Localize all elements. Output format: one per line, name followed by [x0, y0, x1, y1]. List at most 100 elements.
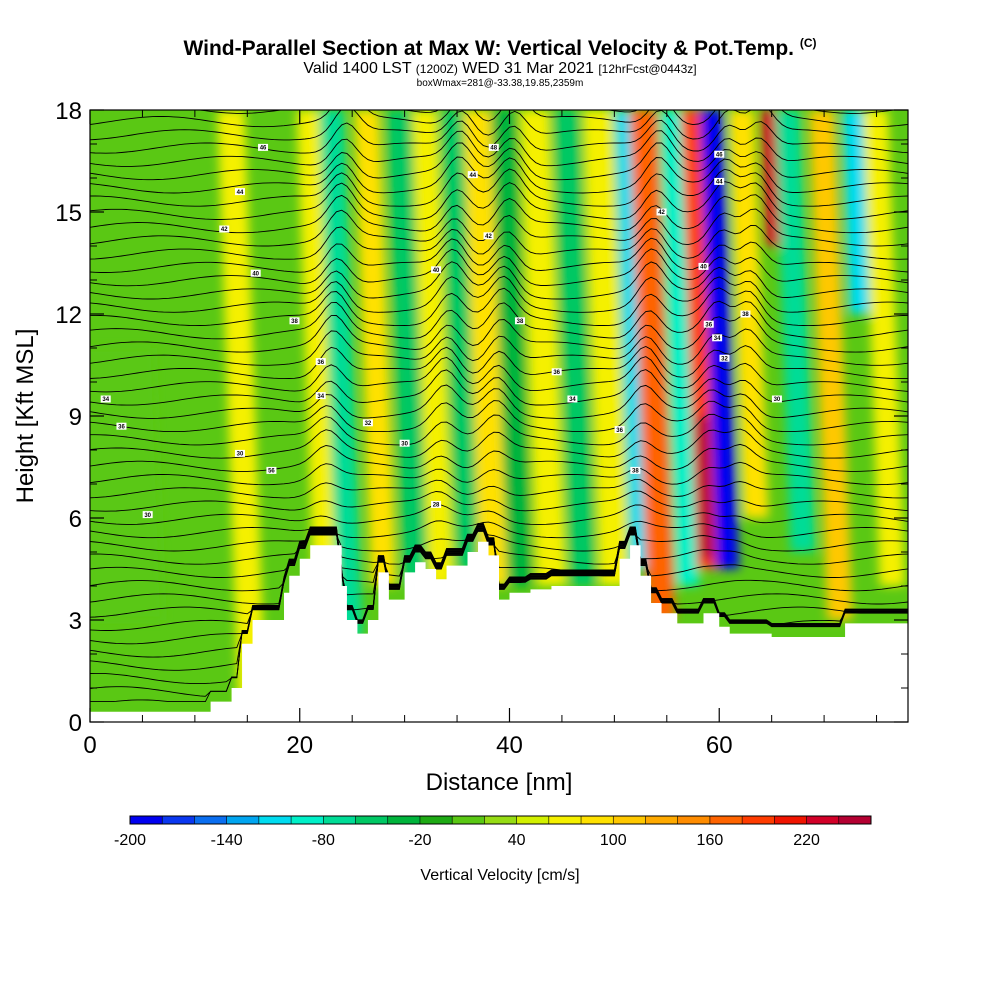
colorbar-swatch — [291, 816, 324, 824]
colorbar-tick-label: -140 — [211, 832, 243, 849]
colorbar-swatch — [452, 816, 485, 824]
theta-contour-line — [90, 248, 908, 287]
velocity-feature-0 — [90, 348, 164, 620]
contour-label: 34 — [714, 336, 721, 342]
velocity-feature-6 — [411, 110, 454, 586]
contour-labels: 46 44 42 40 38 36 34 32 30 28 30 56 48 44 42 40 38 36 34 36… — [100, 143, 782, 519]
contour-label: 46 — [716, 152, 723, 158]
colorbar-swatch — [645, 816, 678, 824]
contour-label: 44 — [716, 180, 723, 186]
contour-label-bg — [614, 426, 625, 434]
colorbar-swatch — [613, 816, 646, 824]
colorbar-swatch — [355, 816, 389, 824]
velocity-feature-3 — [318, 110, 363, 637]
theta-contour-line — [90, 275, 908, 313]
velocity-feature-11 — [553, 110, 596, 586]
contour-label-bg — [431, 500, 442, 508]
colorbar: -200 -140 -80 -20 40 100 160 220 — [114, 815, 872, 849]
x-axis-title: Distance [nm] — [426, 769, 573, 796]
contour-label-bg — [266, 466, 277, 474]
forecast-info: [12hrFcst@0443z] — [598, 62, 697, 76]
colorbar-tick-label: -80 — [312, 832, 335, 849]
contour-label: 30 — [401, 441, 408, 447]
contour-label-bg — [703, 320, 714, 328]
theta-contour-line — [90, 261, 908, 300]
contour-label: 34 — [102, 397, 109, 403]
contour-label: 32 — [365, 421, 372, 427]
velocity-feature-8 — [463, 110, 508, 586]
colorbar-swatch — [130, 816, 163, 824]
colorbar-tick-label: 100 — [600, 832, 627, 849]
chart-title: Wind-Parallel Section at Max W: Vertical… — [0, 36, 1000, 61]
contour-label-bg — [698, 262, 709, 270]
contour-label-bg — [258, 143, 269, 151]
contour-label-bg — [116, 422, 127, 430]
colorbar-frame — [129, 815, 872, 825]
contour-label-bg — [719, 354, 730, 362]
colorbar-swatch — [709, 816, 743, 824]
y-tick-label: 15 — [55, 200, 82, 227]
field-features — [90, 110, 905, 722]
contour-label-bg — [250, 269, 261, 277]
contour-label: 38 — [632, 469, 639, 475]
contour-label: 40 — [252, 271, 259, 277]
contour-label-bg — [100, 395, 111, 403]
theta-contour-line — [90, 168, 908, 207]
contour-label-bg — [514, 317, 525, 325]
y-tick-label: 6 — [69, 506, 82, 533]
contour-label: 48 — [490, 146, 497, 152]
contour-label-bg — [714, 177, 725, 185]
colorbar-swatch — [194, 816, 227, 824]
theta-contour-line — [90, 384, 908, 419]
theta-contour-line — [90, 530, 908, 552]
theta-contour-line — [90, 490, 908, 512]
contour-label: 46 — [260, 146, 267, 152]
velocity-feature-15 — [659, 110, 700, 586]
velocity-feature-17 — [695, 416, 713, 559]
contour-label-bg — [771, 395, 782, 403]
colorbar-tick-label: -200 — [114, 832, 146, 849]
x-tick-label: 0 — [83, 732, 96, 759]
velocity-feature-13 — [613, 110, 647, 569]
contour-label-bg — [219, 225, 230, 233]
y-tick-label: 12 — [55, 302, 82, 329]
theta-contour-line — [90, 345, 908, 380]
contour-label-bg — [234, 449, 245, 457]
contour-label: 44 — [469, 173, 476, 179]
colorbar-swatch — [162, 816, 195, 824]
x-tick-label: 60 — [706, 732, 733, 759]
theta-contour-line — [90, 110, 908, 128]
theta-contour-line — [90, 313, 908, 353]
velocity-feature-7 — [439, 110, 480, 569]
valid-date: WED 31 Mar 2021 — [462, 60, 594, 77]
contour-label-bg — [431, 266, 442, 274]
velocity-feature-24 — [862, 110, 905, 586]
contour-label: 44 — [237, 190, 244, 196]
colorbar-tick-label: -20 — [408, 832, 431, 849]
velocity-field — [90, 110, 908, 722]
velocity-feature-21 — [774, 110, 816, 552]
colorbar-swatch — [838, 816, 872, 824]
copyright-mark: (C) — [799, 36, 817, 50]
x-tick-label: 40 — [496, 732, 523, 759]
theta-contour-line — [90, 300, 908, 340]
valid-time-local: Valid 1400 LST — [303, 60, 412, 77]
contour-label: 30 — [144, 513, 151, 519]
colorbar-swatch — [581, 816, 614, 824]
colorbar-swatch — [258, 816, 292, 824]
contour-label: 40 — [700, 265, 707, 271]
colorbar-title: Vertical Velocity [cm/s] — [420, 867, 579, 884]
contour-label: 38 — [291, 319, 298, 325]
contour-label: 36 — [705, 322, 712, 328]
contour-label-bg — [483, 232, 494, 240]
contour-label-bg — [467, 171, 478, 179]
velocity-feature-4 — [354, 110, 397, 586]
colorbar-swatch — [387, 816, 421, 824]
y-tick-label: 18 — [55, 98, 82, 125]
colorbar-swatch — [484, 816, 517, 824]
contour-label-bg — [315, 358, 326, 366]
contour-label-bg — [740, 310, 751, 318]
theta-contour-line — [90, 208, 908, 247]
contour-label-bg — [289, 317, 300, 325]
